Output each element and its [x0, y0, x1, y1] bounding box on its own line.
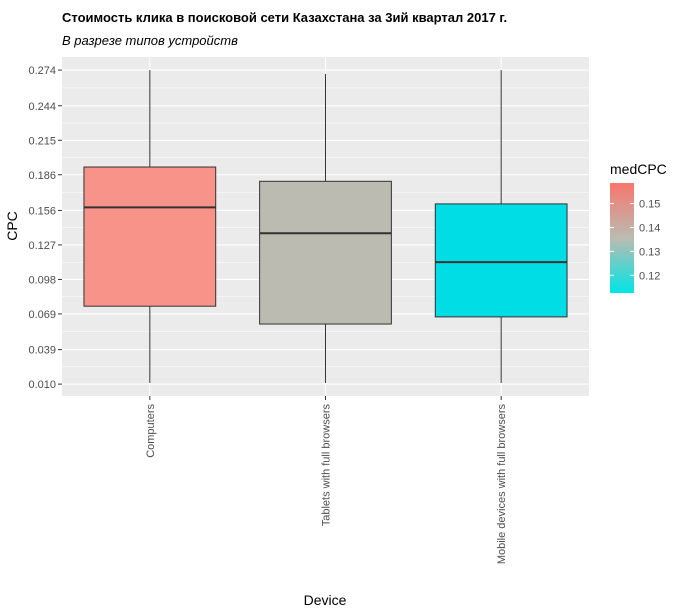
- y-tick-label: 0.039: [28, 345, 56, 357]
- x-tick-label: Computers: [145, 404, 157, 458]
- y-tick-label: 0.098: [28, 274, 56, 286]
- y-tick-label: 0.186: [28, 170, 56, 182]
- x-tick-label: Mobile devices with full browsers: [496, 404, 508, 565]
- legend-tick-label: 0.14: [639, 222, 660, 234]
- box-rect: [83, 166, 217, 307]
- y-tick-label: 0.010: [28, 379, 56, 391]
- legend-title: medCPC: [610, 161, 667, 177]
- chart-title: Стоимость клика в поисковой сети Казахст…: [62, 10, 507, 25]
- box-1: [83, 70, 217, 383]
- x-tick-label: Tablets with full browsers: [321, 404, 333, 527]
- legend-tick-label: 0.12: [639, 270, 660, 282]
- x-axis-label: Device: [304, 592, 347, 608]
- y-axis-label: CPC: [4, 211, 20, 241]
- box-rect: [434, 203, 568, 318]
- y-tick-label: 0.156: [28, 205, 56, 217]
- legend-tick-label: 0.13: [639, 246, 660, 258]
- legend-colorbar: [610, 183, 634, 293]
- box-rect: [259, 180, 392, 325]
- box-2: [259, 73, 392, 383]
- legend: medCPC 0.15 0.14 0.13 0.12: [610, 161, 667, 293]
- y-axis: 0.010 0.039 0.069 0.098 0.127 0.156 0.186 0.215…: [28, 65, 62, 391]
- box-3: [434, 70, 568, 383]
- y-tick-label: 0.127: [28, 240, 56, 252]
- y-tick-label: 0.274: [28, 65, 56, 77]
- boxes-layer: [83, 70, 568, 383]
- chart-subtitle: В разрезе типов устройств: [62, 33, 238, 48]
- legend-tick-label: 0.15: [639, 199, 660, 211]
- y-tick-label: 0.244: [28, 101, 56, 113]
- legend-ticks: 0.15 0.14 0.13 0.12: [610, 199, 660, 282]
- y-tick-label: 0.215: [28, 135, 56, 147]
- x-axis: Computers Tablets with full browsers Mobil…: [145, 396, 508, 564]
- y-tick-label: 0.069: [28, 309, 56, 321]
